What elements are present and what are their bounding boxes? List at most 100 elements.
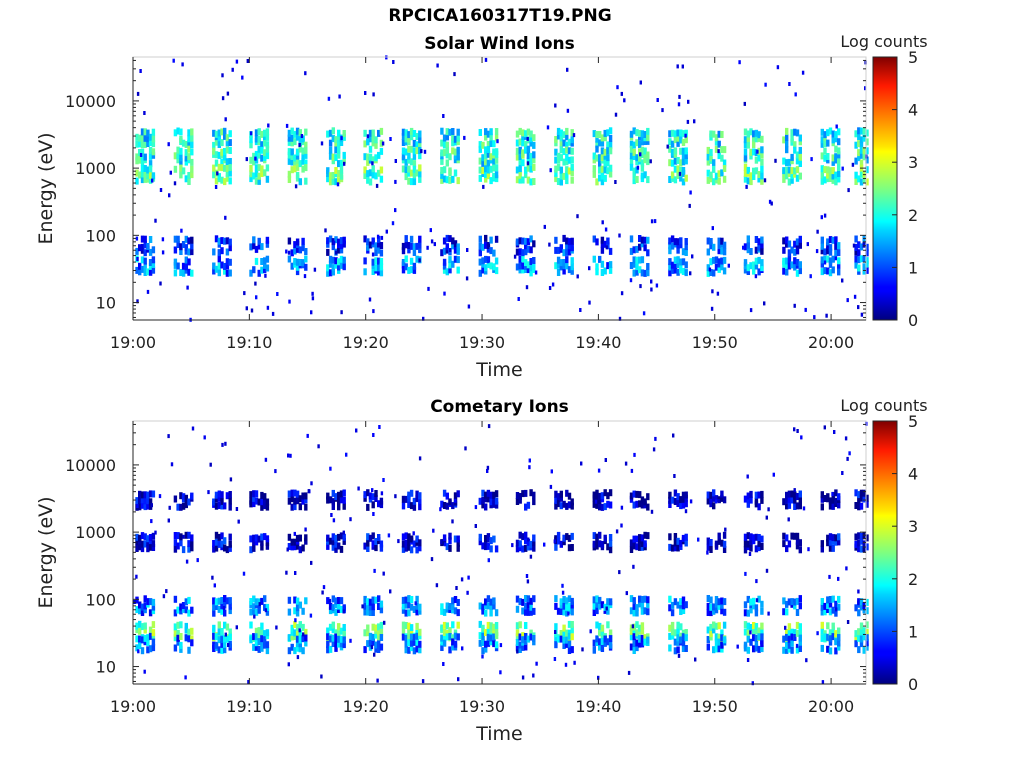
cell [228, 177, 232, 185]
cell [148, 259, 153, 266]
cell [673, 647, 678, 655]
cell [565, 158, 569, 166]
cell [526, 601, 531, 609]
cell [328, 537, 333, 545]
cell [331, 543, 335, 551]
noise-cell [372, 512, 375, 516]
cell [709, 130, 713, 138]
cell [263, 169, 267, 177]
cell [418, 175, 422, 183]
cell [629, 152, 634, 160]
cell [518, 171, 522, 179]
cell [228, 540, 232, 548]
cell [592, 609, 596, 616]
cell [448, 235, 452, 243]
noise-cell [242, 571, 246, 576]
cell [743, 621, 748, 629]
noise-cell [168, 193, 171, 198]
cell [754, 135, 759, 143]
cell [854, 243, 858, 251]
cell [225, 262, 230, 270]
cell [304, 628, 308, 636]
x-tick-label: 19:50 [692, 697, 738, 716]
noise-cell [615, 529, 619, 534]
cell [676, 261, 680, 268]
cell [524, 595, 528, 602]
cell [859, 141, 864, 149]
noise-cell [349, 517, 352, 522]
cell [562, 608, 566, 616]
cell [720, 154, 724, 162]
cell [749, 152, 753, 160]
cell [249, 156, 253, 164]
cell [640, 269, 645, 277]
noise-cell [800, 435, 803, 440]
cell [140, 256, 145, 264]
cell [260, 597, 264, 605]
cell [190, 141, 194, 149]
cell [187, 129, 191, 137]
noise-cell [443, 291, 446, 296]
cell [676, 238, 680, 246]
noise-cell [736, 644, 739, 649]
cell [260, 622, 264, 630]
cell [379, 258, 384, 265]
cell [179, 641, 183, 649]
noise-cell [597, 468, 601, 473]
cell [184, 494, 188, 502]
cell [228, 602, 232, 610]
cell [567, 640, 572, 648]
cell [570, 532, 574, 540]
noise-cell [298, 143, 301, 147]
cell [515, 263, 520, 271]
cell [287, 157, 292, 165]
cell [334, 493, 338, 501]
cell [854, 141, 858, 149]
cell [295, 238, 300, 246]
cell [377, 646, 381, 653]
cell [143, 497, 147, 505]
cell [749, 490, 753, 498]
cell [865, 266, 869, 274]
cell [295, 623, 300, 631]
cell [754, 129, 759, 137]
noise-cell [793, 303, 796, 308]
cell [828, 533, 833, 541]
cell [826, 606, 830, 613]
noise-cell [765, 568, 769, 573]
cell [595, 600, 599, 608]
cell [823, 495, 827, 502]
cell [254, 490, 259, 498]
cell [366, 170, 370, 178]
colorbar [872, 56, 898, 321]
cell [598, 643, 602, 651]
cell [865, 500, 869, 508]
noise-cell [372, 92, 375, 97]
noise-cell [717, 149, 720, 154]
cell [214, 633, 219, 641]
cell [257, 535, 261, 543]
cell [451, 242, 455, 250]
noise-cell [708, 267, 712, 272]
noise-cell [371, 252, 375, 257]
cell [837, 261, 841, 269]
noise-cell [231, 67, 234, 72]
cell [254, 633, 259, 641]
cell [754, 545, 759, 553]
cell [492, 602, 496, 610]
noise-cell [605, 606, 608, 611]
cell [865, 129, 869, 137]
noise-cell [564, 662, 568, 667]
cell [679, 608, 683, 615]
noise-cell [423, 149, 427, 154]
cell [225, 546, 230, 554]
cell [212, 164, 216, 172]
cell [854, 540, 858, 548]
cell [826, 267, 830, 275]
cell [228, 491, 232, 498]
cell [190, 492, 194, 500]
cell [640, 627, 645, 635]
cell [478, 533, 482, 541]
cell [526, 608, 531, 616]
cell [328, 260, 333, 268]
